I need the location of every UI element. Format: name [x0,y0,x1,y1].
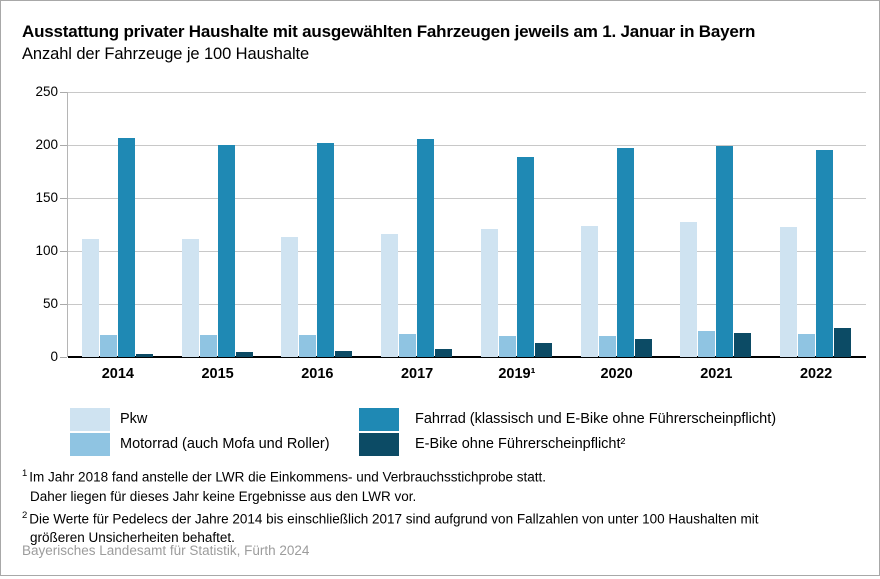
bar-ebike-2022 [834,328,852,357]
bar-pkw-2021 [680,222,698,357]
bar-fahrrad-2017 [417,138,435,357]
bar-motorrad-2019 [498,335,516,357]
bar-ebike-2019 [534,343,552,357]
bar-fahrrad-2019 [516,156,534,357]
bar-pkw-2014 [81,239,99,357]
legend-label-pkw: Pkw [120,411,148,427]
gridline-250 [68,92,866,93]
y-tick-mark-150 [60,198,67,199]
bar-motorrad-2022 [798,333,816,357]
x-tick-label-2020: 2020 [600,366,633,382]
y-tick-label-150: 150 [35,190,58,205]
bar-ebike-2014 [135,353,153,357]
y-tick-mark-100 [60,251,67,252]
source-credit: Bayerisches Landesamt für Statistik, Für… [22,543,310,558]
bar-ebike-2016 [335,350,353,357]
gridline-50 [68,304,866,305]
bar-motorrad-2015 [199,334,217,357]
y-tick-label-50: 50 [42,296,58,311]
bar-pkw-2019 [480,228,498,357]
footnote-2-line-1: 2 Die Werte für Pedelecs der Jahre 2014 b… [22,509,759,527]
y-tick-mark-50 [60,304,67,305]
bar-motorrad-2021 [698,330,716,357]
bar-fahrrad-2014 [117,137,135,357]
footnote-2-line-2: größeren Unsicherheiten behaftet. [30,530,235,545]
bar-ebike-2020 [634,338,652,357]
footnote-1-line-2: Daher liegen für dieses Jahr keine Ergeb… [30,488,417,504]
legend-swatch-fahrrad [359,408,399,431]
bar-motorrad-2016 [299,334,317,357]
bar-fahrrad-2016 [317,142,335,357]
footnote-2-marker: 2 [22,509,28,521]
y-tick-mark-0 [60,357,67,358]
bar-pkw-2017 [381,234,399,357]
y-axis-line [67,92,68,357]
legend-swatch-motorrad [70,433,110,456]
x-tick-label-2019: 2019¹ [498,366,536,382]
bar-chart-plot-area [68,92,866,358]
y-tick-mark-250 [60,92,67,93]
footnote-1-marker: 1 [22,468,28,479]
bar-ebike-2021 [734,332,752,357]
gridline-100 [68,251,866,252]
bar-motorrad-2014 [99,334,117,357]
legend-label-motorrad: Motorrad (auch Mofa und Roller) [120,436,330,452]
x-tick-label-2016: 2016 [301,366,334,382]
bar-fahrrad-2021 [716,146,734,357]
y-tick-label-250: 250 [35,84,58,99]
gridline-200 [68,145,866,146]
bar-pkw-2020 [580,225,598,357]
gridline-150 [68,198,866,199]
x-tick-label-2017: 2017 [400,366,434,382]
y-tick-mark-200 [60,145,67,146]
bar-ebike-2015 [235,351,253,357]
bar-ebike-2017 [435,348,453,357]
x-tick-label-2021: 2021 [700,366,733,382]
chart-subtitle: Anzahl der Fahrzeuge je 100 Haushalte [22,45,310,63]
bar-pkw-2016 [281,237,299,357]
x-axis-baseline [68,356,866,358]
y-tick-label-100: 100 [35,243,58,258]
legend-label-ebike: E-Bike ohne Führerscheinpflicht² [415,436,626,452]
y-tick-label-0: 0 [50,349,58,364]
x-tick-label-2015: 2015 [201,366,234,382]
bar-fahrrad-2022 [816,150,834,357]
bar-pkw-2015 [181,239,199,357]
x-tick-label-2014: 2014 [101,366,134,382]
bar-motorrad-2017 [399,333,417,357]
legend-label-fahrrad: Fahrrad (klassisch und E-Bike ohne Führe… [415,411,777,427]
footnote-1-line-1: 1 Im Jahr 2018 fand anstelle der LWR die … [22,468,547,485]
footnotes-block: 1 Im Jahr 2018 fand anstelle der LWR die … [22,464,758,547]
bar-pkw-2022 [780,226,798,357]
bar-fahrrad-2015 [217,145,235,357]
legend-swatch-pkw [70,408,110,431]
y-tick-label-200: 200 [35,137,58,152]
bar-motorrad-2020 [598,335,616,357]
x-tick-label-2022: 2022 [799,366,833,382]
legend-swatch-ebike [359,433,399,456]
bar-fahrrad-2020 [616,148,634,357]
chart-title: Ausstattung privater Haushalte mit ausge… [22,22,756,41]
